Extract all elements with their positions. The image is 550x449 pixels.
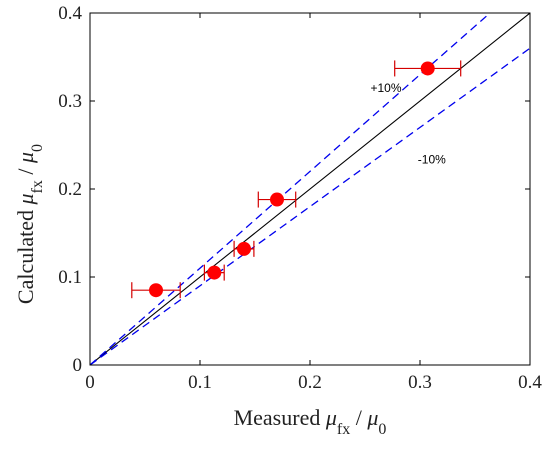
y-tick-label: 0.4: [58, 3, 82, 24]
axis-label-part: μ: [366, 405, 378, 430]
y-tick-label: 0.1: [58, 267, 82, 288]
axis-label-part: 0: [378, 421, 386, 438]
data-marker: [237, 241, 251, 256]
axis-label-part: fx: [29, 180, 46, 193]
axis-label-part: fx: [337, 421, 350, 438]
axis-label-part: /: [13, 163, 38, 180]
data-point: [131, 282, 181, 299]
x-tick-label: 0: [85, 372, 95, 393]
axis-label-part: /: [350, 405, 367, 430]
axis-label-part: μ: [325, 405, 337, 430]
y-axis-label: Calculated μfx / μ0: [13, 144, 46, 304]
data-point: [394, 60, 462, 77]
annotation-label: +10%: [371, 81, 402, 95]
axis-label-part: 0: [29, 144, 46, 152]
data-marker: [420, 61, 435, 76]
axis-ticks: 0 0.1 0.2 0.3 0.4 0 0.1 0.2 0.3 0.4: [58, 3, 542, 393]
y-tick-label: 0.2: [58, 179, 82, 200]
axis-label-part: μ: [13, 193, 38, 205]
data-marker: [270, 192, 284, 207]
data-point: [257, 191, 297, 208]
data-marker: [207, 265, 222, 280]
data-point: [233, 240, 255, 257]
reference-lines: [90, 13, 530, 365]
x-tick-label: 0.1: [188, 372, 212, 393]
axis-label-part: Measured: [234, 405, 326, 430]
identity-line: [90, 13, 530, 365]
lower-bound-line: [90, 47, 530, 365]
annotation-label: -10%: [418, 152, 446, 166]
x-axis-label: Measured μfx / μ0: [234, 405, 387, 438]
x-tick-label: 0.2: [298, 372, 322, 393]
data-marker: [149, 283, 163, 298]
x-tick-label: 0.4: [518, 372, 542, 393]
upper-bound-line: [90, 13, 491, 365]
y-tick-label: 0.3: [58, 91, 82, 112]
data-point: [203, 264, 225, 281]
x-tick-label: 0.3: [408, 372, 432, 393]
plot-area: +10% -10%: [90, 13, 530, 365]
axis-label-part: μ: [13, 152, 38, 164]
axis-label-part: Calculated: [13, 204, 38, 304]
y-tick-label: 0: [73, 355, 83, 376]
